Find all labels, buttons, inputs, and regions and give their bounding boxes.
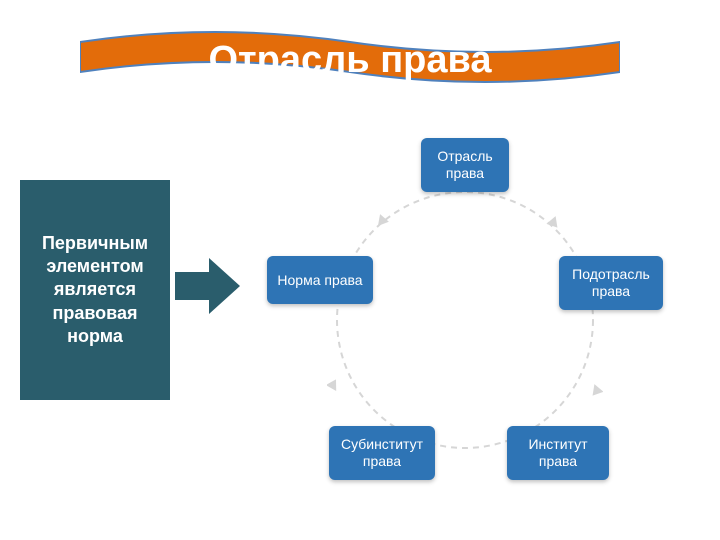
cycle-node: Норма права — [267, 256, 373, 304]
cycle-node-label: Норма права — [277, 272, 362, 289]
cycle-node: Подотрасль права — [559, 256, 663, 310]
cycle-ring — [327, 182, 603, 458]
title-text: Отрасль права — [80, 20, 620, 100]
cycle-node-label: Субинститут права — [333, 436, 431, 470]
side-info-text: Первичным элементом является правовая но… — [30, 232, 160, 349]
cycle-node-label: Отрасль права — [425, 148, 505, 182]
title-banner: Отрасль права — [80, 20, 620, 100]
cycle-diagram: Отрасль права Подотрасль права Институт пр… — [265, 130, 665, 510]
side-info-box: Первичным элементом является правовая но… — [20, 180, 170, 400]
cycle-node: Институт права — [507, 426, 609, 480]
cycle-node: Субинститут права — [329, 426, 435, 480]
cycle-node: Отрасль права — [421, 138, 509, 192]
cycle-node-label: Подотрасль права — [563, 266, 659, 300]
arrow-icon — [175, 258, 240, 314]
cycle-node-label: Институт права — [511, 436, 605, 470]
